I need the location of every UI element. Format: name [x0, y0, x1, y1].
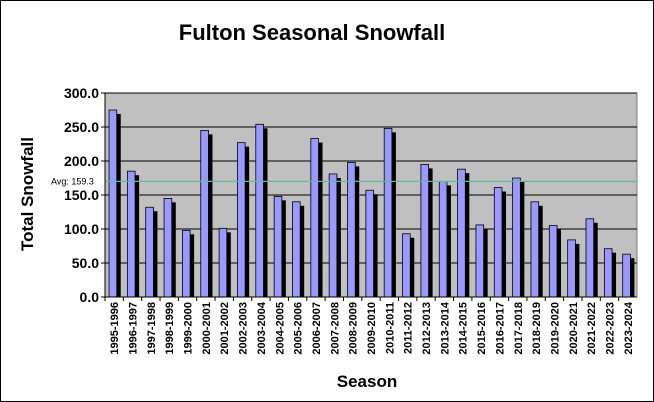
x-axis-label: Season: [337, 372, 397, 391]
bar: [585, 218, 595, 298]
x-tick-label: 1997-1998: [146, 302, 158, 355]
x-tick-label: 2023-2024: [623, 301, 635, 354]
bar: [108, 109, 118, 298]
bar: [182, 229, 191, 298]
bar: [493, 187, 503, 298]
x-tick-label: 2011-2012: [403, 302, 415, 354]
y-axis-label: Total Snowfall: [18, 137, 37, 251]
x-tick-label: 2019-2020: [549, 302, 561, 355]
bars: [108, 109, 635, 298]
x-tick-label: 1996-1997: [128, 302, 140, 355]
x-tick-label: 2004-2005: [274, 302, 286, 355]
bar: [218, 227, 228, 298]
x-tick-label: 2010-2011: [384, 302, 396, 354]
bar: [457, 168, 466, 298]
x-tick-label: 1998-1999: [164, 302, 176, 355]
bar: [255, 123, 264, 298]
x-tick-label: 2000-2001: [201, 302, 213, 355]
bar: [292, 201, 301, 298]
x-tick-label: 1995-1996: [109, 302, 121, 355]
bar: [530, 201, 540, 298]
bar: [237, 142, 246, 298]
x-tick-label: 2022-2023: [604, 302, 616, 355]
x-tick-label: 2012-2013: [421, 302, 433, 355]
bar: [383, 127, 393, 298]
chart-title: Fulton Seasonal Snowfall: [179, 20, 445, 45]
axes: 0.0 50.0 100.0 150.0 200.0 250.0 300.0 1995-199…: [64, 85, 637, 355]
y-tick-label: 250.0: [64, 119, 99, 135]
x-tick-label: 2021-2022: [586, 302, 598, 355]
bar: [273, 195, 283, 298]
bar: [163, 197, 173, 298]
x-tick-label: 2017-2018: [513, 302, 525, 355]
x-tick-label: 2009-2010: [366, 302, 378, 355]
x-tick-label: 2002-2003: [238, 302, 250, 355]
bar: [438, 180, 448, 298]
x-tick-label: 2005-2006: [293, 302, 305, 355]
bar: [548, 225, 558, 298]
y-tick-label: 0.0: [80, 289, 100, 305]
x-tick-label: 2018-2019: [531, 302, 543, 355]
y-tick-label: 50.0: [72, 255, 99, 271]
bar: [512, 177, 521, 298]
x-tick-label: 2008-2009: [348, 302, 360, 355]
bar: [347, 161, 356, 298]
bar: [200, 129, 209, 298]
bar: [126, 170, 136, 298]
x-tick-label: 2006-2007: [311, 302, 323, 355]
average-marker: Avg: 159.3: [51, 176, 637, 186]
y-tick-label: 100.0: [64, 221, 99, 237]
bar: [567, 239, 576, 298]
x-tick-label: 2001-2002: [219, 302, 231, 355]
x-tick-label: 2020-2021: [568, 302, 580, 355]
x-tick-label: 2015-2016: [476, 302, 488, 355]
x-tick-label: 1999-2000: [183, 302, 195, 355]
x-tick-label: 2013-2014: [439, 301, 451, 354]
x-tick-label: 2016-2017: [494, 302, 506, 355]
y-tick-label: 200.0: [64, 153, 99, 169]
bar: [402, 233, 411, 298]
bar: [328, 173, 338, 298]
x-tick-label: 2014-2015: [458, 302, 470, 355]
x-tick-label: 2003-2004: [256, 301, 268, 354]
bar: [365, 189, 374, 298]
average-label: Avg: 159.3: [51, 176, 94, 186]
x-tick-label: 2007-2008: [329, 302, 341, 355]
bar: [622, 253, 631, 298]
bar: [145, 206, 154, 298]
bar: [603, 248, 613, 298]
bar: [310, 138, 319, 298]
y-tick-label: 300.0: [64, 85, 99, 101]
bar: [420, 163, 430, 298]
bar: [475, 224, 485, 298]
y-tick-label: 150.0: [64, 187, 99, 203]
